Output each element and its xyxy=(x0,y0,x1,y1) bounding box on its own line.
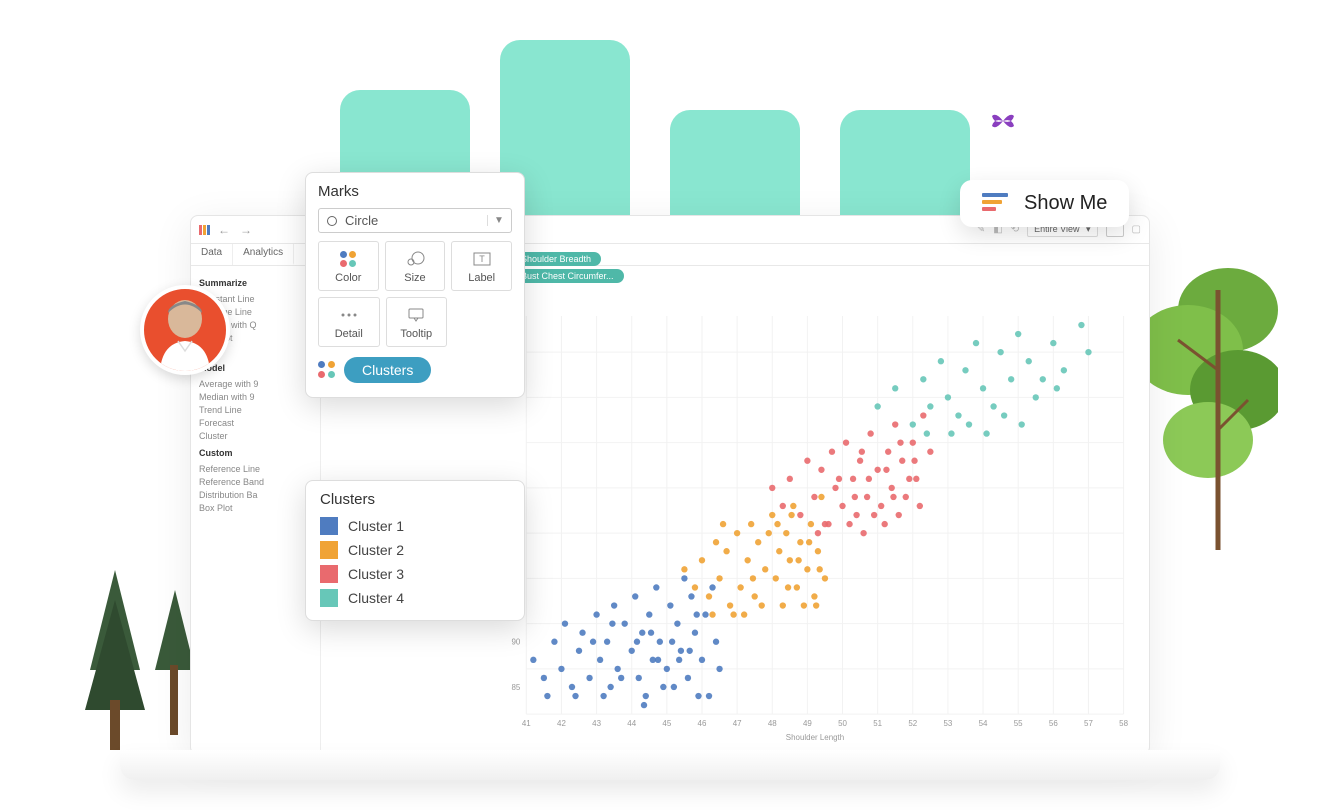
marks-detail-card[interactable]: Detail xyxy=(318,297,380,347)
svg-text:T: T xyxy=(479,254,485,264)
marks-color-card[interactable]: Color xyxy=(318,241,379,291)
legend-swatch xyxy=(320,565,338,583)
detail-icon xyxy=(340,306,358,324)
shelves: Shoulder Breadth Bust Chest Circumfer... xyxy=(511,249,1141,286)
rows-pill[interactable]: Bust Chest Circumfer... xyxy=(511,269,624,283)
svg-text:Shoulder Length: Shoulder Length xyxy=(786,733,844,742)
chevron-down-icon: ▼ xyxy=(487,215,503,226)
clusters-color-icon xyxy=(318,361,336,379)
legend-item[interactable]: Cluster 3 xyxy=(320,562,510,586)
show-me-icon xyxy=(982,193,1010,215)
svg-text:52: 52 xyxy=(908,719,917,728)
tab-data[interactable]: Data xyxy=(191,244,233,265)
analytics-item[interactable]: Forecast xyxy=(199,416,312,429)
avatar xyxy=(140,285,230,375)
legend-item[interactable]: Cluster 4 xyxy=(320,586,510,610)
analytics-item[interactable]: Box Plot xyxy=(199,501,312,514)
tooltip-icon xyxy=(407,306,425,324)
color-icon xyxy=(340,250,356,268)
analytics-item[interactable]: Distribution Ba xyxy=(199,488,312,501)
marks-title: Marks xyxy=(318,183,512,200)
svg-text:57: 57 xyxy=(1084,719,1093,728)
svg-text:85: 85 xyxy=(511,683,520,692)
legend-swatch xyxy=(320,541,338,559)
size-icon xyxy=(405,250,425,268)
laptop-base xyxy=(120,750,1220,780)
analytics-item[interactable]: Reference Band xyxy=(199,475,312,488)
circle-icon xyxy=(327,216,337,226)
marks-tooltip-card[interactable]: Tooltip xyxy=(386,297,448,347)
analytics-item[interactable]: Reference Line xyxy=(199,462,312,475)
back-button[interactable]: ← xyxy=(218,223,232,237)
clusters-legend: Clusters Cluster 1 Cluster 2 Cluster 3 Clus… xyxy=(305,480,525,621)
svg-text:90: 90 xyxy=(511,638,520,647)
svg-text:46: 46 xyxy=(698,719,707,728)
analytics-item[interactable]: Average with 9 xyxy=(199,377,312,390)
group-custom: Custom xyxy=(199,448,312,458)
presentation-icon[interactable]: ▢ xyxy=(1132,224,1141,235)
marks-label-card[interactable]: T Label xyxy=(451,241,512,291)
svg-text:41: 41 xyxy=(522,719,531,728)
svg-text:49: 49 xyxy=(803,719,812,728)
marks-card-label: Label xyxy=(468,272,495,284)
forward-button[interactable]: → xyxy=(240,223,254,237)
svg-text:58: 58 xyxy=(1119,719,1128,728)
svg-text:42: 42 xyxy=(557,719,566,728)
butterfly-decor xyxy=(990,110,1016,132)
svg-text:47: 47 xyxy=(733,719,742,728)
marks-card-label: Tooltip xyxy=(400,328,432,340)
marks-type-label: Circle xyxy=(345,213,378,228)
marks-card-label: Detail xyxy=(335,328,363,340)
marks-card-label: Color xyxy=(335,272,361,284)
svg-text:44: 44 xyxy=(627,719,636,728)
scatter-chart: 41 42 43 44 45 46 47 48 49 50 51 52 53 54 55 56 57 58 85 90… xyxy=(491,306,1139,744)
svg-text:53: 53 xyxy=(943,719,952,728)
group-model: Model xyxy=(199,363,312,373)
analytics-item[interactable]: Cluster xyxy=(199,429,312,442)
svg-text:51: 51 xyxy=(873,719,882,728)
marks-type-select[interactable]: Circle ▼ xyxy=(318,208,512,233)
legend-swatch xyxy=(320,589,338,607)
show-me-label: Show Me xyxy=(1024,192,1107,215)
legend-item[interactable]: Cluster 1 xyxy=(320,514,510,538)
analytics-item[interactable]: Trend Line xyxy=(199,403,312,416)
group-summarize: Summarize xyxy=(199,278,312,288)
tableau-logo-icon xyxy=(199,225,210,235)
marks-panel: Marks Circle ▼ Color Size T Label xyxy=(305,172,525,398)
legend-item[interactable]: Cluster 2 xyxy=(320,538,510,562)
legend-label: Cluster 1 xyxy=(348,518,404,534)
marks-size-card[interactable]: Size xyxy=(385,241,446,291)
marks-card-label: Size xyxy=(404,272,425,284)
svg-text:45: 45 xyxy=(662,719,671,728)
legend-label: Cluster 3 xyxy=(348,566,404,582)
svg-text:54: 54 xyxy=(979,719,988,728)
show-me-button[interactable]: Show Me xyxy=(960,180,1129,227)
legend-title: Clusters xyxy=(320,491,510,508)
legend-label: Cluster 2 xyxy=(348,542,404,558)
svg-text:48: 48 xyxy=(768,719,777,728)
svg-text:55: 55 xyxy=(1014,719,1023,728)
analytics-item[interactable]: Median with 9 xyxy=(199,390,312,403)
clusters-pill[interactable]: Clusters xyxy=(344,357,431,383)
svg-text:50: 50 xyxy=(838,719,847,728)
tab-analytics[interactable]: Analytics xyxy=(233,244,294,265)
svg-text:43: 43 xyxy=(592,719,601,728)
svg-text:56: 56 xyxy=(1049,719,1058,728)
legend-swatch xyxy=(320,517,338,535)
legend-label: Cluster 4 xyxy=(348,590,404,606)
label-icon: T xyxy=(473,250,491,268)
